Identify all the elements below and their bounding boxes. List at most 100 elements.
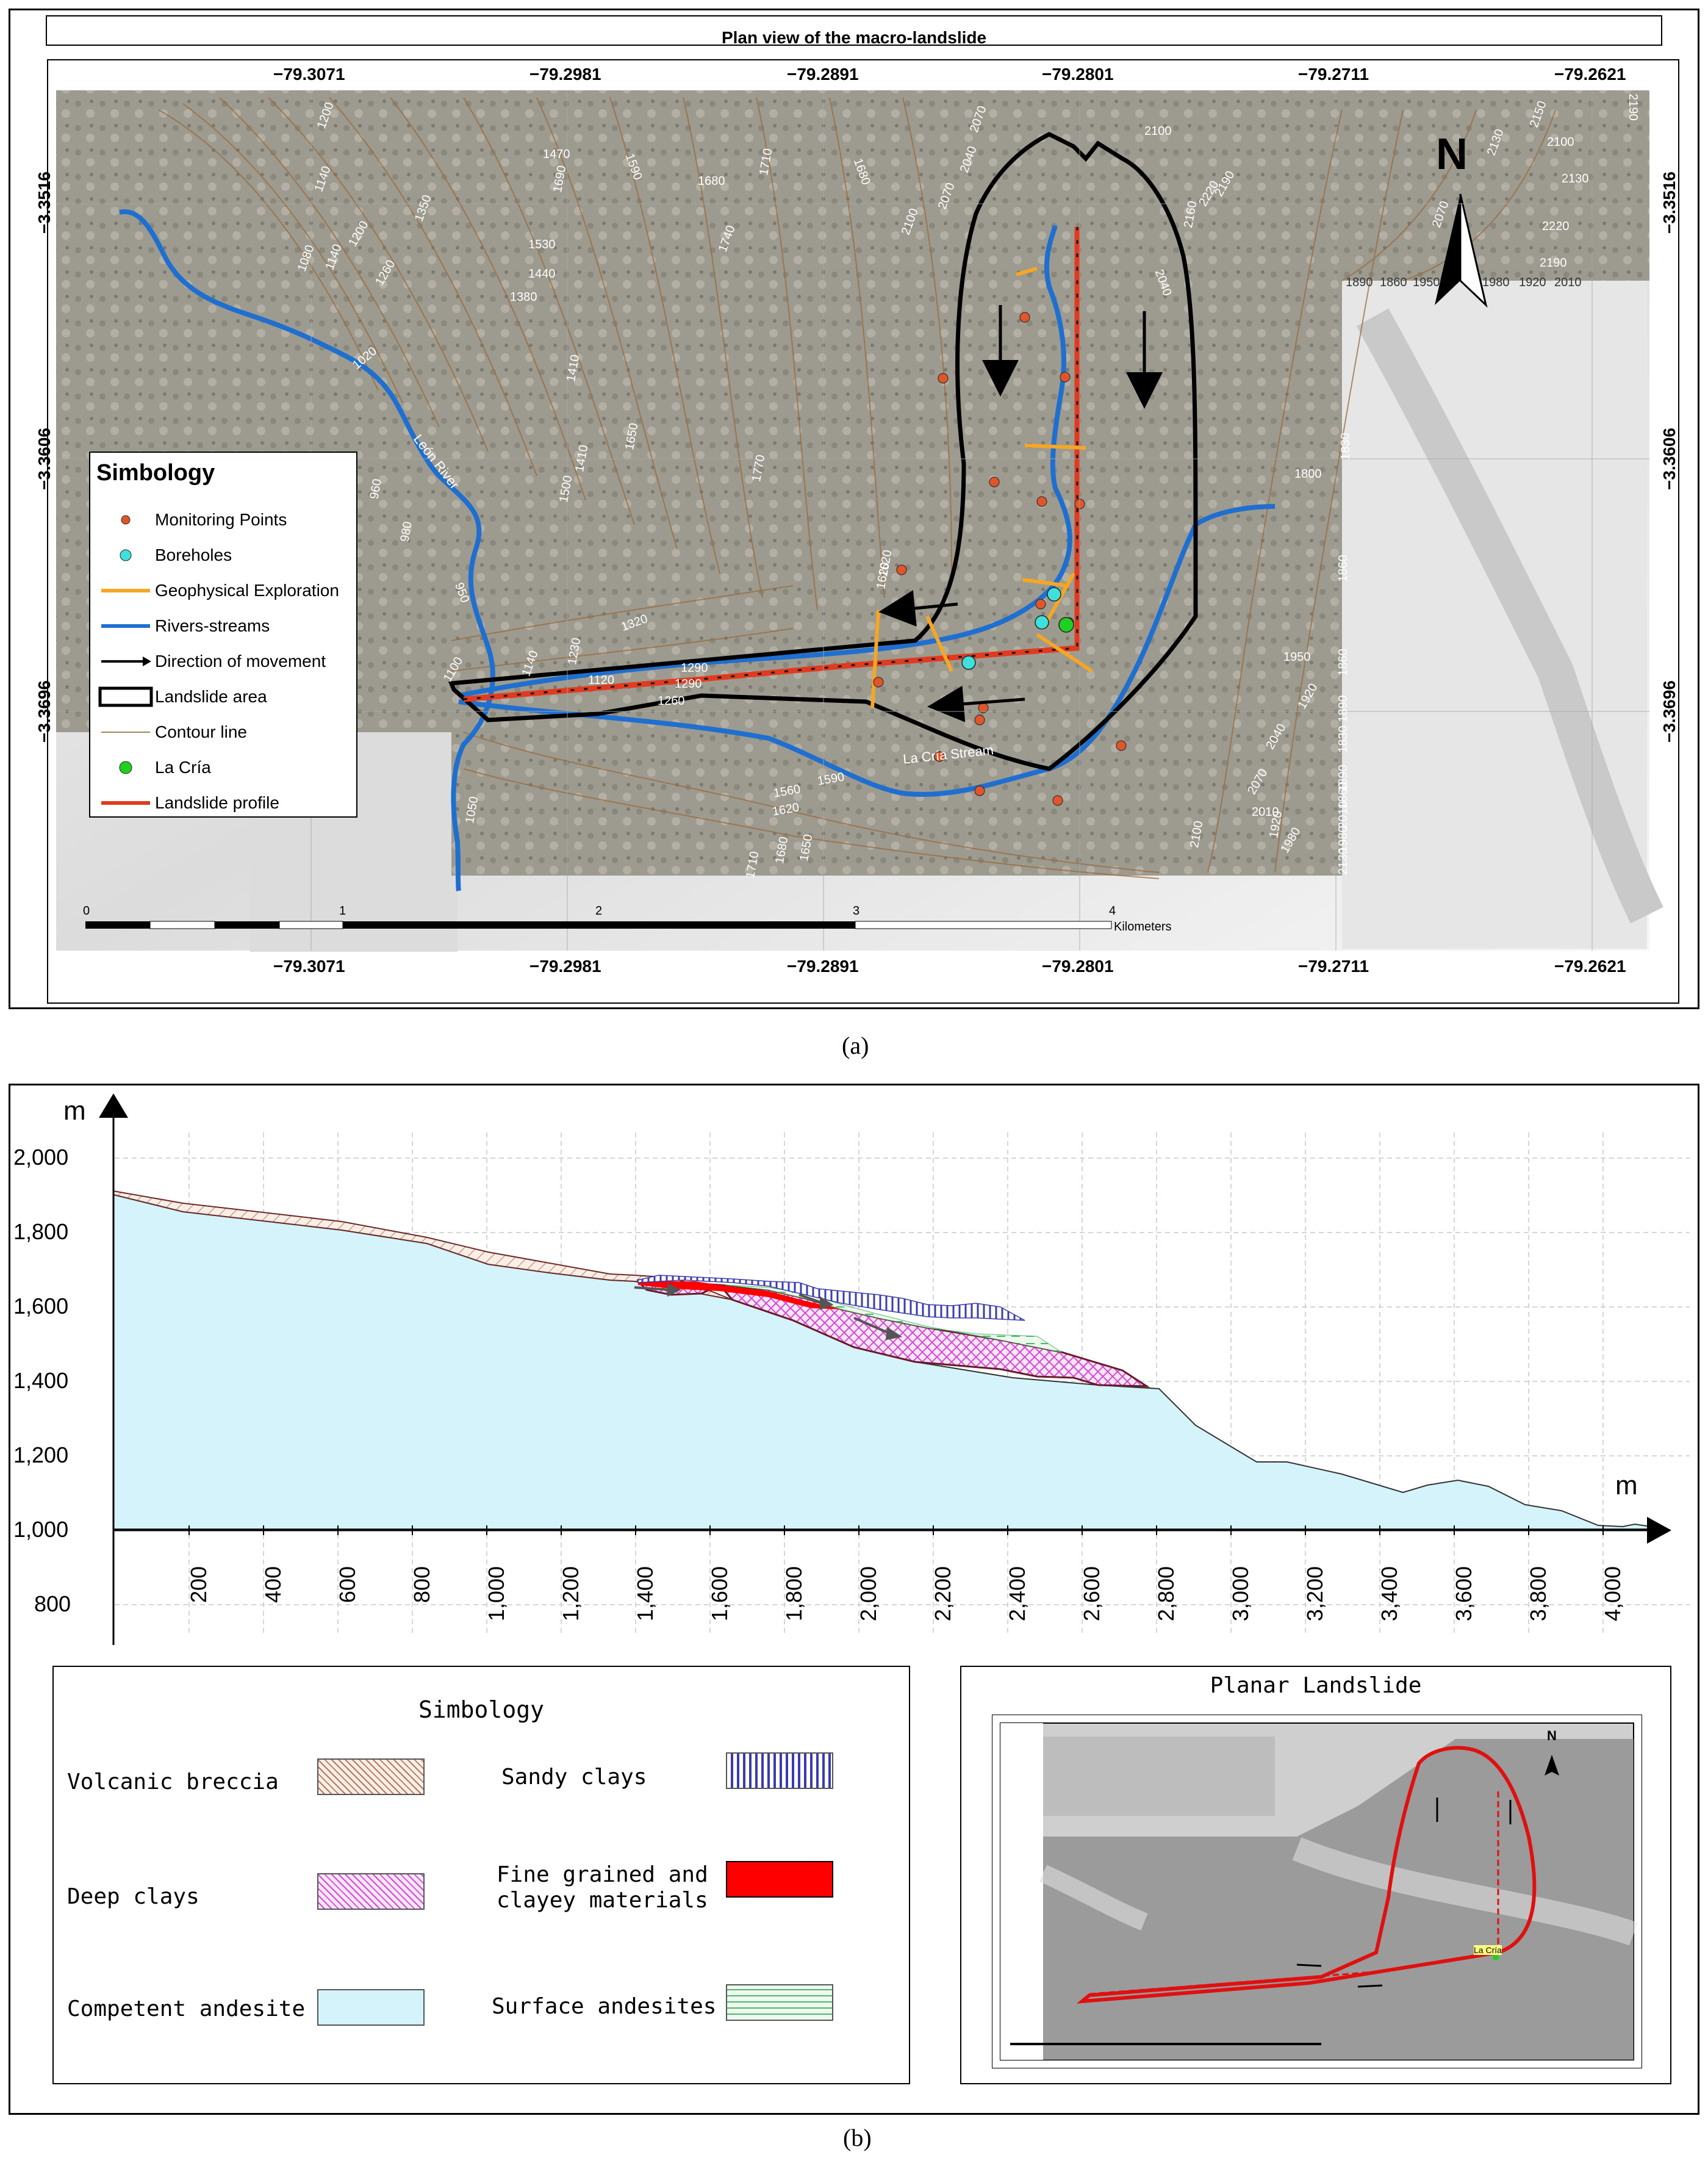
lon-label-top: −79.2801 bbox=[1042, 65, 1114, 84]
lon-label-bottom: −79.2981 bbox=[529, 957, 601, 976]
y-tick-label: 2,000 bbox=[13, 1145, 69, 1170]
lon-label-bottom: −79.2801 bbox=[1042, 957, 1114, 976]
scale-unit: Kilometers bbox=[1114, 920, 1172, 934]
inset-map-panel: Planar Landslide La Cría N bbox=[960, 1666, 1671, 2084]
contour-label: 2040 bbox=[1152, 267, 1174, 298]
contour-label: 1100 bbox=[440, 655, 466, 685]
contour-label: 1260 bbox=[658, 694, 685, 708]
contour-label: 2100 bbox=[1188, 819, 1206, 849]
profile-chart bbox=[99, 1093, 1690, 1645]
contour-label: 1290 bbox=[681, 661, 708, 675]
contour-label: 1950 bbox=[1413, 276, 1440, 289]
borehole-icon bbox=[96, 543, 155, 567]
y-tick-label: 1,000 bbox=[13, 1517, 69, 1542]
x-tick-label: 2,200 bbox=[930, 1566, 955, 1622]
y-axis-arrow-icon bbox=[99, 1093, 128, 1118]
fine-grained-layer bbox=[638, 1281, 842, 1309]
x-axis-arrow-icon bbox=[1647, 1517, 1671, 1544]
contour-label: 1860 bbox=[1380, 276, 1407, 289]
lon-label-top: −79.2891 bbox=[787, 65, 859, 84]
arrow-icon bbox=[96, 649, 155, 674]
contour-label: 2220 bbox=[1542, 220, 1570, 233]
boreholes bbox=[961, 587, 1061, 670]
y-tick-label: 1,600 bbox=[13, 1294, 69, 1319]
contour-label: 2130 bbox=[1562, 172, 1589, 185]
x-tick-label: 1,800 bbox=[781, 1566, 806, 1622]
landslide-area-outline bbox=[448, 132, 1198, 771]
lon-label-top: −79.3071 bbox=[273, 65, 345, 84]
competent-andesite-layer bbox=[113, 1193, 1660, 1530]
contour-label: 1050 bbox=[463, 795, 481, 825]
contour-label: 1140 bbox=[323, 242, 345, 272]
scale-tick: 4 bbox=[1109, 904, 1116, 918]
contour-label: 1440 bbox=[528, 267, 556, 281]
contour-label: 1590 bbox=[816, 770, 845, 788]
x-tick-label: 4,000 bbox=[1600, 1566, 1625, 1622]
lon-label-bottom: −79.3071 bbox=[273, 957, 345, 976]
scale-tick: 0 bbox=[83, 904, 90, 918]
contour-line-icon bbox=[96, 720, 155, 744]
contour-label: 1260 bbox=[373, 257, 398, 289]
legend-item: Geophysical Exploration bbox=[96, 578, 339, 603]
contour-label: 1290 bbox=[675, 677, 702, 691]
y-tick-label: 1,400 bbox=[13, 1368, 69, 1393]
x-tick-label: 3,200 bbox=[1302, 1566, 1327, 1622]
legend-title: Simbology bbox=[96, 460, 215, 486]
la-cria-stream bbox=[458, 504, 1276, 797]
legend-item: Rivers-streams bbox=[96, 614, 270, 638]
legend-label: Fine grained and bbox=[497, 1862, 708, 1887]
caption-b: (b) bbox=[843, 2124, 872, 2151]
surface-andesites-swatch bbox=[726, 1984, 833, 2021]
x-tick-label: 1,600 bbox=[707, 1566, 732, 1622]
la-cria-icon bbox=[96, 755, 155, 780]
y-unit-label: m bbox=[63, 1096, 86, 1126]
x-tick-label: 2,000 bbox=[856, 1566, 881, 1622]
contour-label: 1650 bbox=[623, 422, 641, 452]
contour-label: 950 bbox=[452, 580, 472, 605]
x-tick-label: 3,000 bbox=[1228, 1566, 1253, 1622]
contour-label: 1200 bbox=[314, 100, 337, 131]
contour-label: 1410 bbox=[564, 353, 583, 383]
contour-label: 2130 bbox=[1484, 127, 1507, 157]
legend-label: Surface andesites bbox=[492, 1994, 717, 2019]
movement-arrows bbox=[878, 305, 1163, 722]
x-tick-label: 3,800 bbox=[1526, 1566, 1551, 1622]
map-legend: Simbology Monitoring Points Boreholes Ge… bbox=[89, 452, 357, 818]
legend-item: Boreholes bbox=[96, 543, 232, 567]
ridge-shade bbox=[1356, 308, 1663, 924]
x-tick-label: 1,200 bbox=[558, 1566, 583, 1622]
contour-label: 2150 bbox=[1527, 99, 1549, 129]
x-tick-label: 600 bbox=[335, 1566, 360, 1603]
north-arrow bbox=[1435, 193, 1488, 308]
contour-label: 980 bbox=[398, 520, 415, 543]
contour-label: 1120 bbox=[588, 674, 615, 687]
contour-label: 2190 bbox=[1626, 93, 1640, 121]
y-tick-label: 1,800 bbox=[13, 1219, 69, 1244]
contour-label: 1980 bbox=[1336, 826, 1350, 853]
contour-label: 1710 bbox=[744, 850, 762, 880]
lon-label-bottom: −79.2711 bbox=[1298, 957, 1369, 976]
contour-label: 2070 bbox=[1245, 766, 1271, 797]
legend-label: Competent andesite bbox=[67, 1996, 306, 2021]
contour-label: 2070 bbox=[935, 181, 958, 211]
contour-label: 1860 bbox=[1336, 649, 1350, 676]
legend-item: La Cría bbox=[96, 755, 211, 780]
contour-label: 1830 bbox=[1338, 433, 1352, 460]
contour-label: 2040 bbox=[1263, 721, 1289, 752]
contour-label: 2040 bbox=[957, 144, 980, 175]
legend-item: Monitoring Points bbox=[96, 508, 287, 532]
map-canvas bbox=[56, 90, 1663, 952]
contour-label: 1200 bbox=[346, 218, 371, 250]
contour-label: 960 bbox=[367, 478, 384, 500]
scale-bar bbox=[85, 921, 1112, 929]
inset-title: Planar Landslide bbox=[1210, 1673, 1422, 1698]
deep-clays-swatch bbox=[317, 1873, 425, 1910]
leon-river bbox=[119, 209, 495, 891]
lon-label-bottom: −79.2891 bbox=[787, 957, 859, 976]
contour-label: 1920 bbox=[1519, 276, 1546, 289]
contour-label: 1320 bbox=[619, 612, 650, 634]
contour-label: 2100 bbox=[899, 206, 921, 237]
contour-label: 1680 bbox=[698, 175, 725, 188]
contour-label: 2070 bbox=[1429, 199, 1452, 229]
slip-arrows bbox=[634, 1283, 903, 1341]
